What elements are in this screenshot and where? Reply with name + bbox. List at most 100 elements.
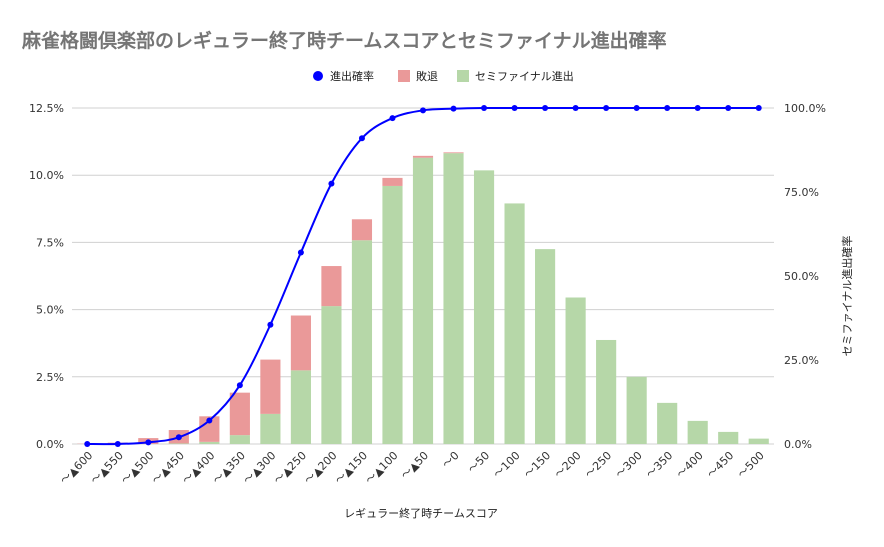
bar-eliminated (290, 315, 311, 371)
x-tick-label: ～400 (674, 449, 706, 481)
x-tick-label: ～▲250 (271, 449, 309, 487)
rate-point (694, 105, 701, 111)
legend-swatch-eliminated (398, 70, 410, 82)
rate-point (236, 382, 243, 389)
rate-point (84, 441, 91, 447)
rate-point (206, 417, 213, 424)
bar-advance (199, 441, 220, 444)
x-tick-label: ～▲400 (180, 449, 218, 487)
x-tick-label: ～500 (735, 449, 767, 481)
bar-advance (443, 153, 464, 445)
rate-point (297, 249, 304, 256)
bar-advance (596, 339, 617, 444)
bar-advance (473, 170, 495, 444)
bar-eliminated (443, 152, 464, 154)
x-tick-label: ～▲300 (241, 449, 279, 487)
rate-point (450, 105, 457, 112)
legend-label-rate: 進出確率 (330, 69, 374, 83)
x-tick-label: ～200 (552, 449, 584, 481)
x-tick-label: ～▲500 (119, 449, 157, 487)
x-tick-label: ～▲200 (302, 449, 340, 487)
x-tick-label: ～0 (440, 449, 462, 471)
rate-point (389, 115, 396, 122)
bar-advance (687, 420, 708, 444)
x-tick-label: ～100 (491, 449, 523, 481)
rate-point (542, 105, 549, 111)
bar-eliminated (382, 177, 403, 186)
rate-point (114, 441, 121, 447)
legend-swatch-rate (313, 71, 323, 81)
right-tick-label: 100.0% (784, 102, 826, 115)
bar-advance (657, 402, 678, 444)
left-tick-label: 2.5% (36, 371, 64, 384)
left-axis: 0.0% 2.5% 5.0% 7.5% 10.0% 12.5% (29, 102, 64, 451)
bar-advance (382, 185, 403, 444)
x-tick-label: ～▲550 (88, 449, 126, 487)
bar-advance (565, 297, 586, 444)
left-tick-label: 10.0% (29, 169, 64, 182)
rate-point (145, 439, 152, 446)
x-tick-label: ～300 (613, 449, 645, 481)
rate-point (267, 321, 274, 328)
bar-advance (504, 203, 525, 444)
left-tick-label: 12.5% (29, 102, 64, 115)
x-tick-label: ～250 (582, 449, 614, 481)
x-axis-title: レギュラー終了時チームスコア (344, 506, 498, 520)
bar-eliminated (229, 392, 250, 436)
rate-point (572, 105, 579, 111)
x-axis: ～▲600～▲550～▲500～▲450～▲400～▲350～▲300～▲250… (58, 449, 767, 487)
right-tick-label: 25.0% (784, 354, 819, 367)
rate-point (481, 105, 488, 111)
bar-advance (412, 157, 434, 444)
bars (77, 152, 769, 445)
bar-advance (290, 370, 311, 444)
left-tick-label: 5.0% (36, 304, 64, 317)
x-tick-label: ～▲150 (332, 449, 370, 487)
legend-label-advance: セミファイナル進出 (475, 69, 574, 83)
bar-advance (168, 443, 189, 444)
legend-swatch-advance (457, 70, 469, 82)
right-tick-label: 50.0% (784, 270, 819, 283)
x-tick-label: ～150 (521, 449, 553, 481)
legend: 進出確率 敗退 セミファイナル進出 (313, 69, 574, 83)
rate-point (755, 105, 762, 111)
legend-label-eliminated: 敗退 (416, 69, 438, 83)
x-tick-label: ～▲100 (363, 449, 401, 487)
left-tick-label: 7.5% (36, 236, 64, 249)
rate-point (603, 105, 610, 111)
bar-advance (260, 413, 281, 444)
x-tick-label: ～350 (643, 449, 675, 481)
bar-advance (626, 376, 647, 444)
rate-point (420, 107, 426, 114)
x-tick-label: ～▲50 (398, 449, 431, 482)
bar-advance (351, 240, 373, 444)
bar-advance (718, 431, 739, 444)
chart-title: 麻雀格闘倶楽部のレギュラー終了時チームスコアとセミファイナル進出確率 (21, 29, 667, 52)
x-tick-label: ～▲450 (149, 449, 187, 487)
bar-eliminated (260, 359, 281, 414)
bar-advance (748, 438, 769, 444)
right-tick-label: 75.0% (784, 186, 819, 199)
rate-point (725, 105, 732, 111)
rate-point (633, 105, 640, 111)
x-tick-label: ～▲600 (58, 449, 96, 487)
x-tick-label: ～50 (465, 449, 492, 476)
bar-eliminated (321, 266, 342, 307)
bar-eliminated (412, 155, 434, 158)
left-tick-label: 0.0% (36, 438, 64, 451)
rate-point (664, 105, 671, 111)
right-tick-label: 0.0% (784, 438, 812, 451)
line-series (84, 105, 762, 447)
rate-point (511, 105, 518, 111)
right-axis: 0.0% 25.0% 50.0% 75.0% 100.0% (784, 102, 826, 451)
rate-point (328, 180, 335, 187)
bar-advance (229, 435, 250, 444)
x-tick-label: ～▲350 (210, 449, 248, 487)
bar-eliminated (351, 219, 373, 241)
right-axis-title: セミファイナル進出確率 (840, 236, 854, 357)
rate-point (358, 135, 365, 142)
rate-point (175, 434, 182, 441)
bar-advance (535, 249, 556, 444)
x-tick-label: ～450 (705, 449, 737, 481)
